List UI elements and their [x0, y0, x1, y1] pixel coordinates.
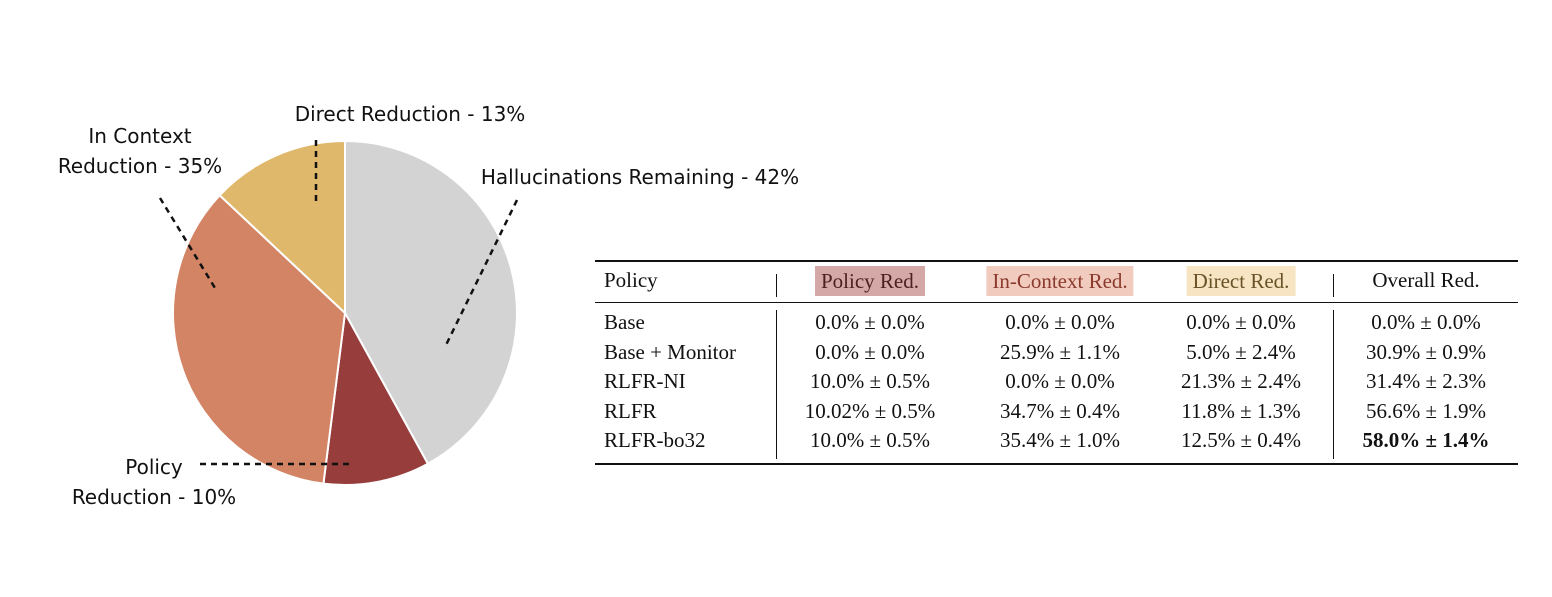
table-cell: 30.9% ± 0.9%: [1365, 339, 1487, 364]
table-cell: 35.4% ± 1.0%: [999, 428, 1121, 452]
table-cell: RLFR-bo32: [604, 428, 706, 452]
results-table: Policy Policy Red. In-Context Red. Direct R…: [595, 260, 1518, 465]
table-cell: 12.5% ± 0.4%: [1180, 428, 1302, 452]
table-cell: 10.0% ± 0.5%: [809, 428, 931, 452]
table-rule: [595, 260, 1518, 262]
header-row: Policy Policy Red. In-Context Red. Direct R…: [595, 266, 1518, 296]
table-cell: 10.02% ± 0.5%: [804, 398, 936, 423]
slice-label: Direct Reduction - 13%: [294, 102, 526, 126]
table-cell: 0.0% ± 0.0%: [1005, 310, 1115, 334]
pie-slice: [344, 139, 519, 466]
column-separator: [1333, 274, 1334, 297]
table-row: RLFR 10.02% ± 0.5% 34.7% ± 0.4% 11.8% ± 1.3…: [595, 397, 1518, 427]
table-cell: 56.6% ± 1.9%: [1365, 398, 1487, 423]
header-cell: Policy Red.: [815, 266, 925, 296]
table-cell: Base: [604, 310, 645, 334]
slice-label: In Context Reduction - 35%: [57, 124, 223, 178]
column-separator: [1333, 310, 1334, 459]
pie-slice: [322, 309, 430, 486]
table-cell: 25.9% ± 1.1%: [999, 339, 1121, 364]
table-rule: [595, 463, 1518, 465]
header-cell: Overall Red.: [1372, 268, 1480, 292]
table-cell: 10.0% ± 0.5%: [809, 369, 931, 393]
header-cell: Policy: [604, 268, 658, 292]
table-cell: 31.4% ± 2.3%: [1365, 369, 1487, 393]
leader-line: [444, 199, 519, 346]
table-cell: RLFR: [604, 398, 657, 423]
pie-slice: [218, 139, 346, 316]
table-row: RLFR-bo32 10.0% ± 0.5% 35.4% ± 1.0% 12.5% ±…: [595, 426, 1518, 456]
header-cell: Direct Red.: [1186, 266, 1296, 296]
table-cell: Base + Monitor: [604, 339, 736, 364]
table-row: Base + Monitor 0.0% ± 0.0% 25.9% ± 1.1% 5.0…: [595, 338, 1518, 368]
pie-slice: [172, 193, 347, 485]
table-cell: 0.0% ± 0.0%: [1005, 369, 1115, 393]
column-separator: [776, 274, 777, 297]
table-cell: 0.0% ± 0.0%: [1371, 310, 1481, 334]
table-row: Base 0.0% ± 0.0% 0.0% ± 0.0% 0.0% ± 0.0% 0.0…: [595, 308, 1518, 338]
table-cell: 58.0% ± 1.4%: [1362, 428, 1490, 452]
header-cell: In-Context Red.: [986, 266, 1134, 296]
table-cell: 11.8% ± 1.3%: [1181, 398, 1301, 423]
slice-label: Hallucinations Remaining - 42%: [480, 165, 800, 189]
leader-lines: [158, 140, 519, 466]
slice-label: Policy Reduction - 10%: [71, 455, 237, 509]
table-cell: 5.0% ± 2.4%: [1186, 339, 1296, 364]
table-cell: 21.3% ± 2.4%: [1180, 369, 1302, 393]
table-cell: 0.0% ± 0.0%: [1186, 310, 1296, 334]
table-cell: 0.0% ± 0.0%: [815, 310, 925, 334]
table-rule: [595, 302, 1518, 303]
table-row: RLFR-NI 10.0% ± 0.5% 0.0% ± 0.0% 21.3% ± 2.…: [595, 367, 1518, 397]
column-separator: [776, 310, 777, 459]
table-cell: 34.7% ± 0.4%: [999, 398, 1121, 423]
table-cell: 0.0% ± 0.0%: [815, 339, 925, 364]
table-cell: RLFR-NI: [604, 369, 686, 393]
